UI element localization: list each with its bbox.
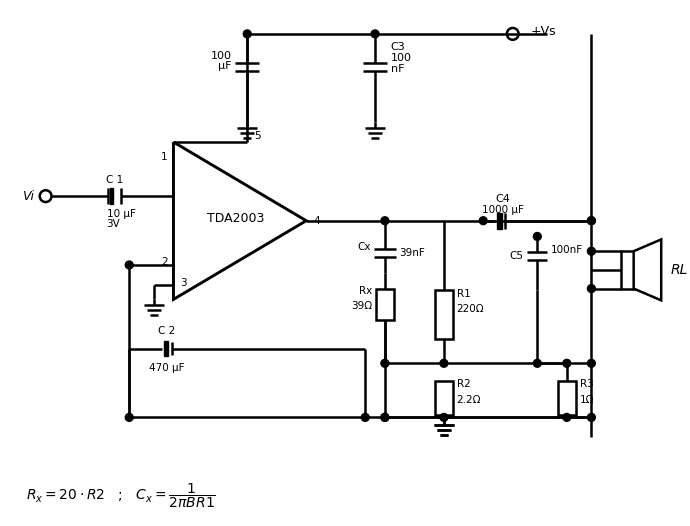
Circle shape bbox=[587, 217, 595, 225]
Text: 100: 100 bbox=[210, 50, 231, 60]
Circle shape bbox=[587, 247, 595, 255]
Circle shape bbox=[587, 217, 595, 225]
Text: 5: 5 bbox=[254, 131, 260, 141]
Circle shape bbox=[587, 359, 595, 367]
Circle shape bbox=[440, 359, 448, 367]
Circle shape bbox=[381, 359, 389, 367]
Text: C4: C4 bbox=[495, 194, 511, 204]
Bar bbox=[435, 380, 453, 415]
Circle shape bbox=[587, 285, 595, 292]
Text: 1Ω: 1Ω bbox=[580, 394, 594, 404]
Circle shape bbox=[126, 413, 133, 421]
Text: 39Ω: 39Ω bbox=[351, 301, 372, 311]
Text: +Vs: +Vs bbox=[531, 25, 556, 38]
Circle shape bbox=[381, 413, 389, 421]
Text: 2.2Ω: 2.2Ω bbox=[457, 394, 481, 404]
Circle shape bbox=[371, 30, 379, 38]
Bar bbox=[435, 289, 453, 339]
Text: nF: nF bbox=[391, 64, 404, 74]
Circle shape bbox=[533, 359, 541, 367]
Circle shape bbox=[362, 413, 369, 421]
Bar bbox=[376, 289, 394, 320]
Text: 4: 4 bbox=[313, 216, 319, 226]
Text: TDA2003: TDA2003 bbox=[207, 213, 264, 225]
Text: R1: R1 bbox=[457, 289, 471, 299]
Circle shape bbox=[244, 30, 251, 38]
Circle shape bbox=[381, 413, 389, 421]
Text: R3: R3 bbox=[580, 379, 593, 389]
Circle shape bbox=[126, 261, 133, 269]
Circle shape bbox=[440, 413, 448, 421]
Text: 10 μF: 10 μF bbox=[107, 209, 135, 219]
Circle shape bbox=[587, 413, 595, 421]
Text: RL: RL bbox=[671, 263, 689, 277]
Circle shape bbox=[381, 217, 389, 225]
Circle shape bbox=[480, 217, 487, 225]
Text: 1: 1 bbox=[161, 152, 168, 162]
Bar bbox=[164, 341, 168, 357]
Text: μF: μF bbox=[218, 62, 231, 72]
Text: $R_x = 20 \cdot R2$   ;   $C_x = \dfrac{1}{2\pi BR1}$: $R_x = 20 \cdot R2$ ; $C_x = \dfrac{1}{2… bbox=[26, 482, 216, 510]
Text: 1000 μF: 1000 μF bbox=[482, 205, 524, 215]
Text: C5: C5 bbox=[509, 251, 524, 261]
Text: 470 μF: 470 μF bbox=[149, 363, 184, 373]
Text: 2: 2 bbox=[161, 257, 168, 267]
Text: 3: 3 bbox=[180, 278, 187, 288]
Text: R2: R2 bbox=[457, 379, 471, 389]
Circle shape bbox=[563, 413, 571, 421]
Text: 39nF: 39nF bbox=[399, 248, 424, 258]
Bar bbox=[558, 380, 575, 415]
Bar bbox=[621, 251, 633, 289]
Text: Vi: Vi bbox=[22, 190, 34, 203]
Text: Cx: Cx bbox=[357, 242, 371, 252]
Text: C3: C3 bbox=[391, 42, 406, 52]
Text: C 1: C 1 bbox=[106, 175, 123, 185]
Bar bbox=[110, 188, 113, 204]
Text: C 2: C 2 bbox=[158, 326, 175, 336]
Circle shape bbox=[563, 359, 571, 367]
Text: 3V: 3V bbox=[107, 219, 120, 229]
Text: Rx: Rx bbox=[359, 286, 372, 296]
Polygon shape bbox=[633, 239, 661, 300]
Bar bbox=[497, 213, 502, 229]
Text: 100nF: 100nF bbox=[551, 245, 583, 255]
Circle shape bbox=[533, 232, 541, 240]
Text: 220Ω: 220Ω bbox=[457, 304, 484, 314]
Text: 100: 100 bbox=[391, 54, 412, 64]
